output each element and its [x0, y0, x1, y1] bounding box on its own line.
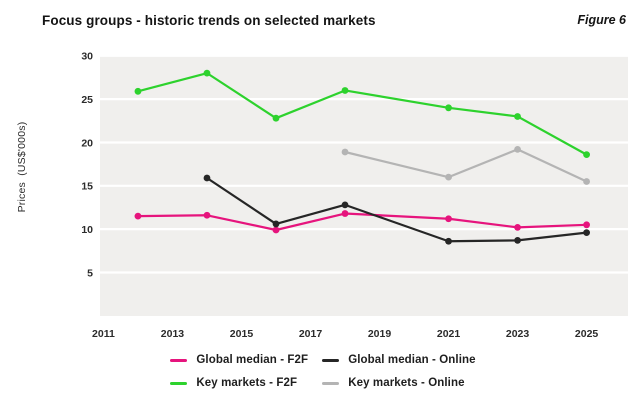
data-point-global-median-f2f: [341, 210, 349, 217]
x-tick-labels: 2011 2013 2015 2017 2019 2021 2023 2025: [92, 328, 598, 340]
series-global-median-f2f: [134, 210, 590, 234]
data-point-key-markets-online: [341, 148, 349, 156]
series-line-global-median-online: [206, 177, 587, 243]
y-tick-label: 30: [81, 51, 93, 63]
data-point-global-median-f2f: [514, 224, 521, 231]
data-point-key-markets-f2f: [514, 113, 521, 120]
legend-swatch-global-median-f2f: [170, 358, 188, 362]
gridlines: [100, 54, 628, 274]
figure-label: Figure 6: [577, 13, 626, 27]
chart-title: Focus groups - historic trends on select…: [42, 13, 376, 28]
legend-label: Key markets - F2F: [196, 377, 298, 389]
legend-item-key-markets-online: Key markets - Online: [322, 375, 475, 391]
data-point-global-median-online: [445, 237, 452, 245]
legend-label: Global median - Online: [348, 354, 476, 366]
data-point-global-median-online: [341, 201, 349, 209]
data-point-key-markets-f2f: [445, 104, 452, 112]
legend-label: Global median - F2F: [196, 354, 309, 366]
legend-label: Key markets - Online: [348, 377, 465, 389]
data-point-key-markets-online: [445, 173, 452, 181]
x-tick-label: 2015: [230, 328, 254, 340]
series-key-markets-f2f: [134, 69, 590, 159]
data-point-key-markets-online: [583, 178, 590, 185]
x-tick-label: 2011: [92, 328, 115, 340]
data-point-global-median-online: [514, 237, 521, 244]
data-point-global-median-online: [272, 220, 280, 228]
y-tick-labels: 5 10 15 20 25 30: [81, 51, 93, 280]
y-tick-label: 15: [81, 181, 93, 193]
data-point-key-markets-f2f: [272, 114, 280, 122]
data-point-global-median-online: [203, 174, 211, 182]
x-tick-label: 2025: [575, 328, 599, 340]
data-point-global-median-f2f: [134, 212, 142, 220]
data-point-key-markets-online: [514, 146, 521, 153]
chart-legend: Global median - F2F Global median - Onlin…: [164, 352, 476, 391]
x-tick-label: 2013: [161, 328, 185, 340]
y-tick-label: 25: [81, 94, 93, 106]
data-point-global-median-f2f: [272, 226, 280, 234]
data-point-key-markets-f2f: [134, 87, 142, 95]
data-point-global-median-online: [583, 229, 590, 237]
series-line-key-markets-online: [344, 148, 588, 183]
legend-swatch-key-markets-f2f: [170, 381, 188, 385]
data-point-key-markets-f2f: [583, 151, 590, 159]
x-tick-label: 2023: [506, 328, 530, 340]
x-tick-label: 2017: [299, 328, 323, 340]
legend-item-key-markets-f2f: Key markets - F2F: [170, 375, 308, 391]
y-tick-label: 20: [81, 137, 93, 149]
y-tick-label: 5: [87, 267, 93, 279]
data-point-key-markets-f2f: [341, 87, 349, 94]
data-point-global-median-f2f: [445, 215, 452, 223]
data-point-global-median-f2f: [203, 211, 211, 219]
y-tick-label: 10: [81, 224, 93, 236]
legend-swatch-global-median-online: [322, 358, 340, 362]
x-tick-label: 2021: [437, 328, 461, 340]
legend-swatch-key-markets-online: [322, 381, 340, 385]
x-tick-label: 2019: [368, 328, 392, 340]
series-global-median-online: [203, 174, 590, 245]
series-key-markets-online: [341, 146, 590, 185]
data-point-global-median-f2f: [583, 221, 590, 229]
legend-item-global-median-f2f: Global median - F2F: [170, 352, 308, 368]
data-point-key-markets-f2f: [203, 69, 211, 77]
legend-item-global-median-online: Global median - Online: [322, 352, 476, 368]
